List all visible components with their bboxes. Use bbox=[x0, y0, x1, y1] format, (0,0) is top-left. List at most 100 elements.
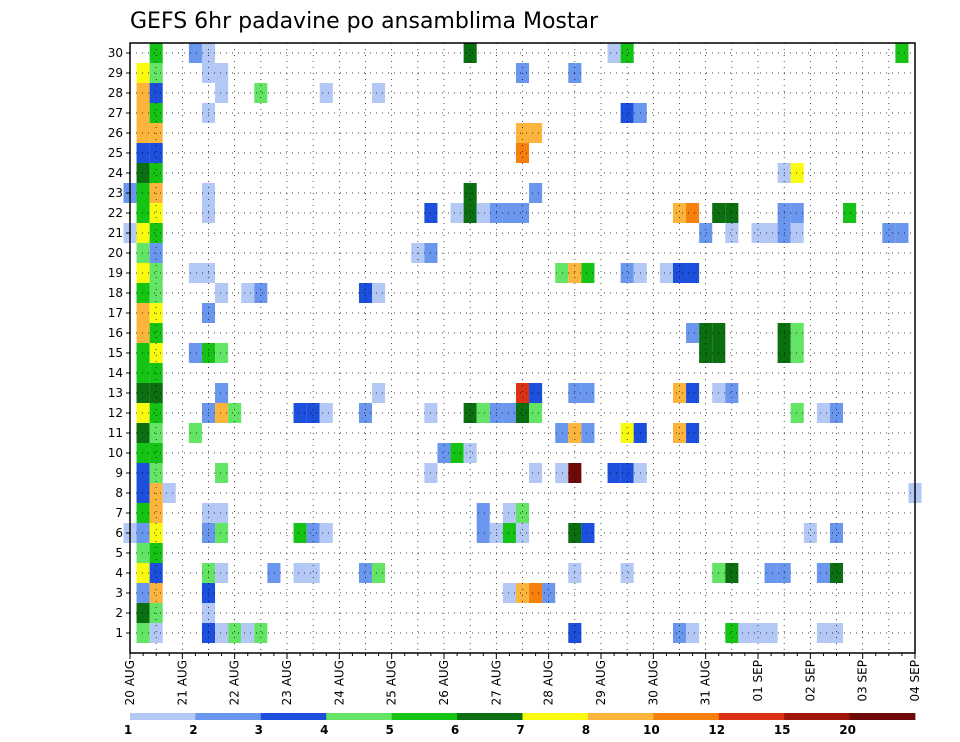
precip-cell bbox=[463, 43, 477, 63]
precip-cell bbox=[241, 623, 255, 643]
y-tick-label: 8 bbox=[115, 486, 123, 500]
precip-cell bbox=[372, 383, 386, 403]
colorbar-label: 1 bbox=[124, 723, 132, 737]
x-date-label: 01 SEP bbox=[751, 660, 765, 702]
precip-cell bbox=[515, 383, 530, 403]
precip-cell bbox=[136, 603, 150, 623]
colorbar: 1 2 3 4 5 6 7 8 10 12 15 20 bbox=[124, 713, 916, 737]
precip-cell bbox=[790, 223, 804, 243]
colorbar-label: 15 bbox=[774, 723, 791, 737]
colorbar-label: 10 bbox=[643, 723, 660, 737]
precip-cell bbox=[306, 563, 320, 583]
precip-cell bbox=[816, 563, 830, 583]
precip-cell bbox=[136, 523, 150, 543]
precip-cell bbox=[686, 203, 700, 223]
precip-cell bbox=[829, 403, 844, 423]
precip-cell bbox=[463, 403, 477, 423]
precip-cell bbox=[581, 263, 595, 283]
precip-cell bbox=[188, 43, 202, 63]
precip-cell bbox=[581, 383, 595, 403]
precip-cell bbox=[895, 43, 909, 63]
precip-cell bbox=[555, 463, 569, 483]
y-tick-label: 30 bbox=[108, 46, 123, 60]
precip-cell bbox=[725, 383, 739, 403]
precip-cell bbox=[502, 503, 516, 523]
precip-cell bbox=[686, 623, 700, 643]
precip-cell bbox=[686, 423, 700, 443]
precip-cell bbox=[686, 323, 700, 343]
precip-cell bbox=[672, 383, 687, 403]
precip-cell bbox=[738, 623, 752, 643]
precip-cell bbox=[293, 523, 307, 543]
precip-cell bbox=[241, 283, 255, 303]
precip-cell bbox=[215, 463, 229, 483]
precip-cell bbox=[188, 423, 202, 443]
precip-cell bbox=[136, 583, 150, 603]
colorbar-segment bbox=[849, 713, 916, 720]
y-tick-label: 11 bbox=[108, 426, 123, 440]
precip-cell bbox=[581, 423, 595, 443]
colorbar-segment bbox=[391, 713, 458, 720]
precip-cell bbox=[843, 203, 857, 223]
precip-cell bbox=[136, 83, 150, 103]
precip-cell bbox=[149, 403, 163, 423]
precip-cell bbox=[699, 343, 713, 363]
precip-cell bbox=[502, 583, 516, 603]
precip-cell bbox=[319, 403, 333, 423]
x-date-label: 27 AUG bbox=[489, 660, 503, 705]
precip-cell bbox=[542, 583, 556, 603]
precip-cell bbox=[136, 483, 150, 503]
precip-cell bbox=[672, 203, 687, 223]
precip-cell bbox=[306, 403, 320, 423]
precip-cell bbox=[502, 203, 516, 223]
precip-cell bbox=[215, 503, 229, 523]
precip-cell bbox=[215, 403, 229, 423]
precip-cell bbox=[450, 203, 464, 223]
precip-cell bbox=[149, 463, 163, 483]
precip-cell bbox=[463, 203, 477, 223]
precip-cell bbox=[358, 283, 373, 303]
x-date-label: 03 SEP bbox=[856, 660, 870, 702]
precip-cell bbox=[790, 323, 804, 343]
precip-cell bbox=[136, 203, 150, 223]
precip-cell bbox=[293, 403, 307, 423]
precip-cell bbox=[358, 403, 373, 423]
x-axis-labels: 20 AUG 21 AUG 22 AUG 23 AUG 24 AUG 25 AUG 26 A… bbox=[123, 653, 922, 705]
precip-cell bbox=[607, 463, 621, 483]
colorbar-segment bbox=[784, 713, 850, 720]
y-tick-label: 7 bbox=[115, 506, 123, 520]
precip-cell bbox=[136, 223, 150, 243]
y-tick-label: 5 bbox=[115, 546, 123, 560]
colorbar-segment bbox=[130, 713, 196, 720]
precip-cell bbox=[136, 123, 150, 143]
precip-cell bbox=[672, 623, 687, 643]
precip-cell bbox=[136, 503, 150, 523]
precip-cell bbox=[686, 383, 700, 403]
x-date-label: 28 AUG bbox=[542, 660, 556, 705]
precip-cell bbox=[502, 523, 516, 543]
x-date-label: 29 AUG bbox=[594, 660, 608, 705]
precip-cell bbox=[136, 563, 150, 583]
precip-cell bbox=[228, 623, 242, 643]
precip-cell bbox=[476, 203, 490, 223]
precip-cell bbox=[764, 563, 778, 583]
y-tick-label: 21 bbox=[108, 226, 123, 240]
precip-cell bbox=[476, 523, 490, 543]
chart-title: GEFS 6hr padavine po ansamblima Mostar bbox=[130, 9, 599, 34]
y-tick-label: 4 bbox=[115, 566, 123, 580]
precip-cell bbox=[215, 63, 229, 83]
colorbar-label: 5 bbox=[385, 723, 393, 737]
grid-lines bbox=[129, 43, 916, 653]
x-date-label: 22 AUG bbox=[228, 660, 242, 705]
precip-cell bbox=[136, 423, 150, 443]
precip-cell bbox=[136, 143, 150, 163]
x-date-label: 25 AUG bbox=[385, 660, 399, 705]
precip-cell bbox=[215, 523, 229, 543]
y-axis-labels: 1234567891011121314151617181920212223242… bbox=[108, 46, 130, 640]
precip-cell bbox=[829, 523, 844, 543]
precip-cell bbox=[319, 523, 333, 543]
y-tick-label: 18 bbox=[108, 286, 123, 300]
precip-cell bbox=[149, 143, 163, 163]
precip-cell bbox=[254, 623, 268, 643]
precip-cell bbox=[607, 43, 621, 63]
